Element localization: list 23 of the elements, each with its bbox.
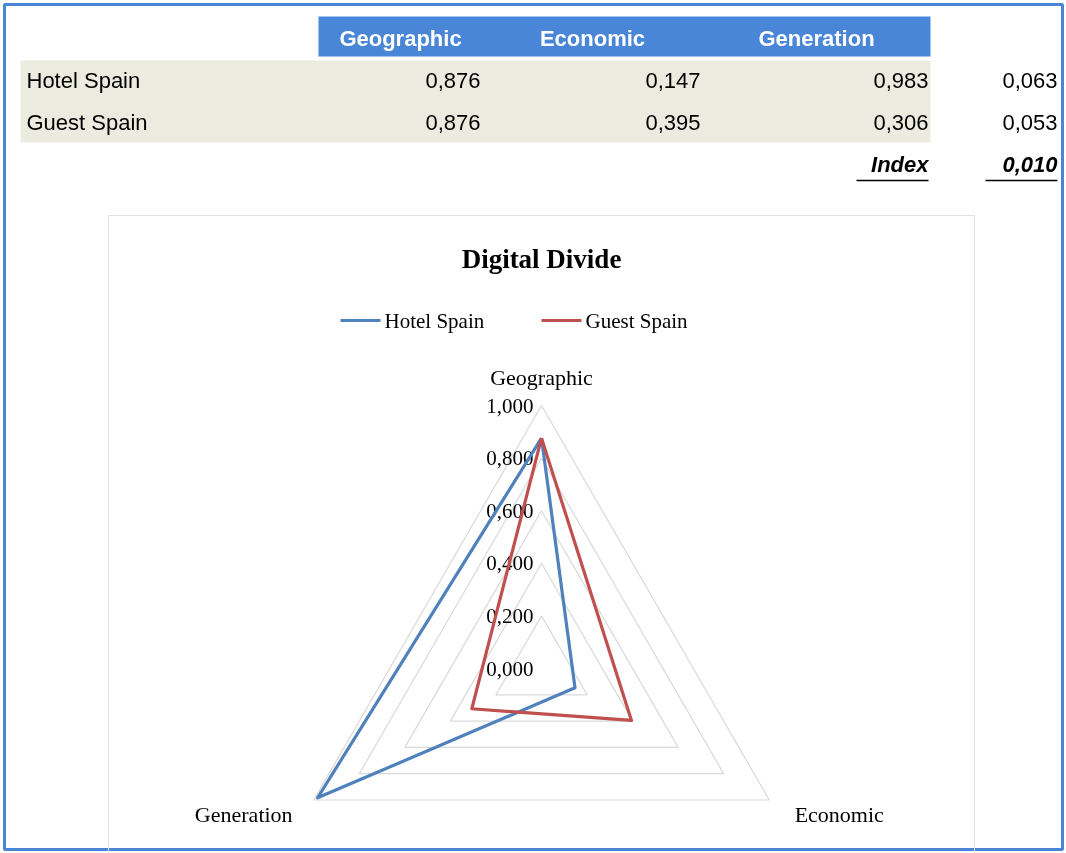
category-label: Generation	[758, 26, 875, 51]
y-tick-label: 1,000	[486, 393, 534, 418]
legend-label: Guest Spain	[585, 308, 689, 333]
text: 0,053	[1002, 110, 1058, 135]
text: 0,063	[1002, 68, 1058, 93]
text: 0,983	[873, 68, 929, 93]
spoke-label: Generation	[194, 801, 293, 827]
text: Guest Spain	[26, 110, 148, 135]
category-label: Economic	[539, 26, 646, 51]
text: 0,395	[645, 110, 701, 135]
text: 0,876	[425, 68, 481, 93]
text: Hotel Spain	[26, 68, 141, 93]
text: 0,306	[873, 110, 929, 135]
text: 0,147	[645, 68, 701, 93]
spoke-label: Geographic	[490, 365, 594, 390]
text: 0,876	[425, 110, 481, 135]
chart-title: Digital Divide	[461, 243, 622, 274]
category-label: Geographic	[339, 26, 462, 51]
legend-label: Hotel Spain	[384, 308, 485, 333]
text: 0,010	[1002, 152, 1059, 177]
text: Index	[871, 152, 930, 177]
y-tick-label: 0,000	[486, 656, 534, 681]
spoke-label: Economic	[794, 801, 885, 827]
